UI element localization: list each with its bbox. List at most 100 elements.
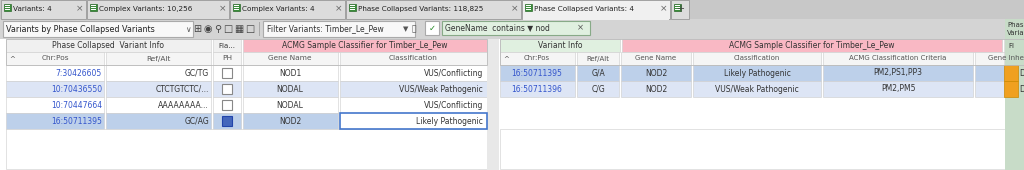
Bar <box>1005 19 1024 39</box>
Bar <box>222 116 232 126</box>
Text: Fl: Fl <box>1008 42 1014 48</box>
Bar <box>0 39 1024 170</box>
Text: ⚲: ⚲ <box>214 24 221 34</box>
Text: AAAAAAAA...: AAAAAAAA... <box>159 100 209 109</box>
Text: 16:50711395: 16:50711395 <box>51 116 102 125</box>
Bar <box>6 52 104 65</box>
Text: Gene Name: Gene Name <box>268 55 311 62</box>
Bar <box>91 5 96 6</box>
Bar <box>823 52 973 65</box>
Bar <box>230 0 345 19</box>
Bar <box>243 52 338 65</box>
Bar <box>233 4 240 11</box>
Bar <box>340 113 487 129</box>
Text: Dominant: Dominant <box>1019 84 1024 94</box>
Bar <box>340 52 487 65</box>
Bar <box>675 7 680 8</box>
Text: ACMG Sample Classifier for Timber_Le_Pew: ACMG Sample Classifier for Timber_Le_Pew <box>729 41 895 50</box>
Text: ACMG Classification Criteria: ACMG Classification Criteria <box>849 55 946 62</box>
Bar <box>621 52 691 65</box>
Bar <box>693 65 821 81</box>
Bar <box>500 129 1024 169</box>
Bar <box>1 0 86 19</box>
Text: Chr:Pos: Chr:Pos <box>41 55 69 62</box>
Bar <box>487 39 499 170</box>
Text: +: + <box>676 4 684 14</box>
Text: Ref/Alt: Ref/Alt <box>145 55 170 62</box>
Bar <box>234 9 239 10</box>
Text: PM2,PM5: PM2,PM5 <box>881 84 915 94</box>
Bar <box>4 4 11 11</box>
Text: Phase Collapsed  Variant Info: Phase Collapsed Variant Info <box>52 41 164 50</box>
Text: Varia: Varia <box>1007 30 1024 36</box>
Text: GC/AG: GC/AG <box>184 116 209 125</box>
Text: 7:30426605: 7:30426605 <box>55 69 102 78</box>
Bar <box>6 39 487 65</box>
Text: 16:50711395: 16:50711395 <box>512 69 562 78</box>
Bar <box>577 65 618 81</box>
Text: Gene Inheritance: Gene Inheritance <box>988 55 1024 62</box>
Bar <box>350 7 355 8</box>
Text: ×: × <box>335 4 343 13</box>
Bar <box>87 0 229 19</box>
Bar <box>340 97 487 113</box>
Bar <box>442 21 590 35</box>
Bar <box>213 39 241 52</box>
Text: VUS/Conflicting: VUS/Conflicting <box>424 100 483 109</box>
Bar <box>213 97 241 113</box>
Bar <box>522 0 670 19</box>
Text: C/G: C/G <box>591 84 605 94</box>
Bar <box>222 84 232 94</box>
Bar <box>577 52 618 65</box>
Bar <box>975 81 1024 97</box>
Bar <box>621 65 691 81</box>
Bar <box>500 52 575 65</box>
Text: Likely Pathogenic: Likely Pathogenic <box>724 69 791 78</box>
Bar <box>234 5 239 6</box>
Text: Ref/Alt: Ref/Alt <box>587 55 609 62</box>
Text: Classification: Classification <box>734 55 780 62</box>
Bar <box>234 7 239 8</box>
Bar <box>5 7 10 8</box>
Bar <box>577 81 618 97</box>
Bar <box>975 65 1024 81</box>
Text: NODAL: NODAL <box>276 84 303 94</box>
Bar <box>693 52 821 65</box>
Bar <box>500 65 575 81</box>
Bar <box>0 0 1024 19</box>
Text: Complex Variants: 10,256: Complex Variants: 10,256 <box>99 6 193 12</box>
Text: NOD1: NOD1 <box>279 69 301 78</box>
Text: Variants by Phase Collapsed Variants: Variants by Phase Collapsed Variants <box>6 24 155 33</box>
Bar <box>106 97 211 113</box>
Bar <box>1005 39 1024 170</box>
Bar <box>621 81 691 97</box>
Text: Phase Collapsed Variants: 118,825: Phase Collapsed Variants: 118,825 <box>358 6 483 12</box>
Bar <box>674 4 681 11</box>
Text: GC/TG: GC/TG <box>184 69 209 78</box>
Text: Phas: Phas <box>1007 22 1024 28</box>
Bar <box>349 4 356 11</box>
Bar <box>213 81 241 97</box>
Text: Variants: 4: Variants: 4 <box>13 6 52 12</box>
Bar <box>213 113 241 129</box>
Bar <box>500 39 620 52</box>
Bar <box>975 52 1024 65</box>
Text: ×: × <box>219 4 226 13</box>
Bar <box>106 81 211 97</box>
Text: Variant Info: Variant Info <box>538 41 583 50</box>
Bar <box>106 52 211 65</box>
Bar <box>106 65 211 81</box>
Bar <box>106 113 211 129</box>
Bar <box>5 9 10 10</box>
Bar <box>6 65 104 81</box>
Text: NOD2: NOD2 <box>279 116 301 125</box>
Text: Gene Name: Gene Name <box>636 55 677 62</box>
Text: ×: × <box>577 23 584 32</box>
Text: ^: ^ <box>9 55 15 62</box>
Text: VUS/Weak Pathogenic: VUS/Weak Pathogenic <box>715 84 799 94</box>
Text: ACMG Sample Classifier for Timber_Le_Pew: ACMG Sample Classifier for Timber_Le_Pew <box>283 41 447 50</box>
Text: □: □ <box>223 24 232 34</box>
Bar <box>346 0 521 19</box>
Text: ×: × <box>511 4 519 13</box>
Text: □: □ <box>246 24 255 34</box>
